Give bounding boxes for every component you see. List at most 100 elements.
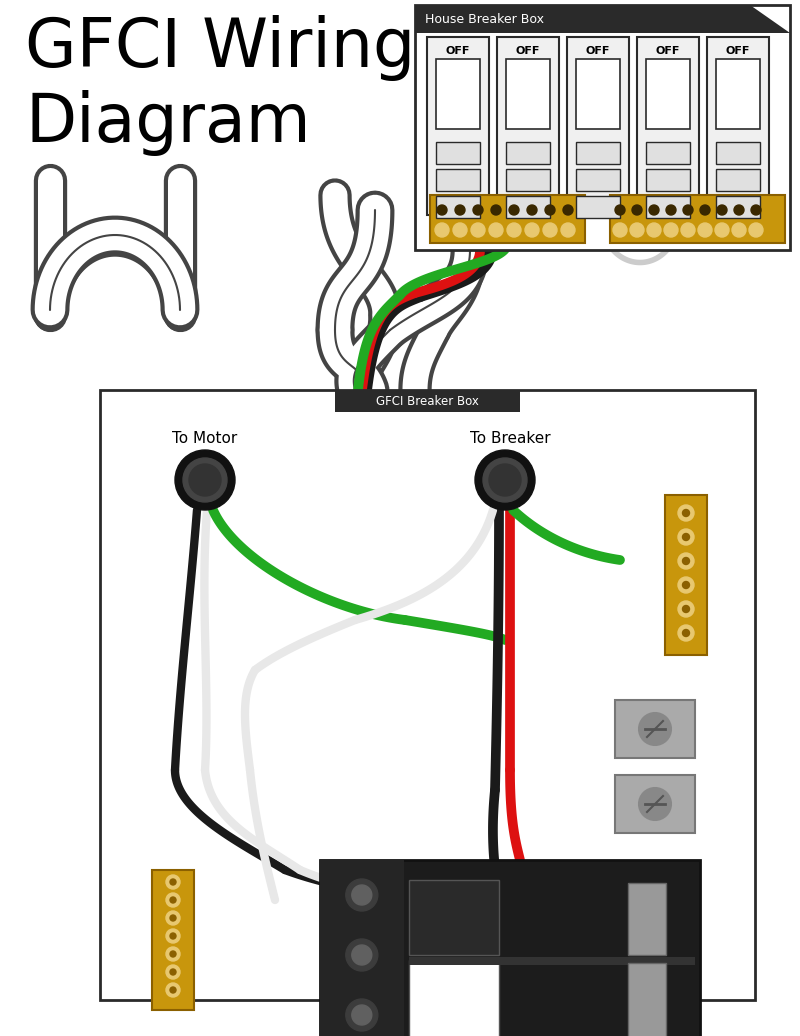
- Bar: [576, 196, 620, 218]
- Circle shape: [166, 947, 180, 961]
- Text: House Breaker Box: House Breaker Box: [425, 12, 544, 26]
- Circle shape: [527, 205, 537, 215]
- Bar: [610, 195, 785, 243]
- Circle shape: [183, 458, 227, 502]
- Circle shape: [170, 969, 176, 975]
- Circle shape: [678, 529, 694, 545]
- Bar: [716, 196, 760, 218]
- Bar: [415, 5, 790, 250]
- Text: ON: ON: [729, 198, 747, 208]
- Bar: [615, 775, 695, 833]
- Circle shape: [666, 205, 676, 215]
- Bar: [430, 195, 585, 243]
- Circle shape: [166, 893, 180, 906]
- Circle shape: [471, 223, 485, 237]
- Circle shape: [545, 205, 555, 215]
- Bar: [646, 142, 690, 164]
- Circle shape: [682, 581, 690, 588]
- Bar: [409, 960, 498, 1036]
- Bar: [506, 142, 550, 164]
- Circle shape: [751, 205, 761, 215]
- Text: GFCI Breaker Box: GFCI Breaker Box: [376, 395, 479, 407]
- Bar: [506, 196, 550, 218]
- Bar: [665, 495, 707, 655]
- Circle shape: [682, 630, 690, 636]
- Circle shape: [613, 223, 627, 237]
- Circle shape: [509, 205, 519, 215]
- Circle shape: [682, 557, 690, 565]
- Circle shape: [170, 897, 176, 903]
- Text: ON: ON: [658, 198, 678, 208]
- Circle shape: [507, 223, 521, 237]
- Circle shape: [678, 601, 694, 617]
- Bar: [436, 169, 480, 191]
- Circle shape: [678, 577, 694, 593]
- Text: ON: ON: [449, 198, 467, 208]
- Bar: [576, 59, 620, 130]
- Circle shape: [543, 223, 557, 237]
- Bar: [100, 390, 755, 1000]
- Bar: [646, 169, 690, 191]
- Text: Diagram: Diagram: [25, 90, 310, 156]
- Circle shape: [166, 929, 180, 943]
- Circle shape: [170, 951, 176, 957]
- Text: GFCI Wiring: GFCI Wiring: [25, 15, 415, 81]
- Bar: [716, 169, 760, 191]
- Circle shape: [678, 625, 694, 641]
- Circle shape: [170, 987, 176, 992]
- Circle shape: [639, 788, 671, 821]
- Bar: [576, 169, 620, 191]
- Circle shape: [715, 223, 729, 237]
- Circle shape: [473, 205, 483, 215]
- Circle shape: [682, 510, 690, 517]
- Circle shape: [166, 965, 180, 979]
- Bar: [427, 37, 489, 215]
- Bar: [707, 37, 769, 215]
- Text: OFF: OFF: [516, 46, 540, 56]
- Circle shape: [630, 223, 644, 237]
- Circle shape: [678, 505, 694, 521]
- Bar: [628, 883, 666, 955]
- Circle shape: [170, 879, 176, 885]
- Bar: [335, 390, 520, 412]
- Circle shape: [678, 553, 694, 569]
- Circle shape: [475, 450, 535, 510]
- Circle shape: [352, 945, 372, 965]
- Bar: [716, 59, 760, 130]
- Circle shape: [698, 223, 712, 237]
- Circle shape: [700, 205, 710, 215]
- Circle shape: [175, 450, 235, 510]
- Bar: [716, 142, 760, 164]
- Bar: [436, 196, 480, 218]
- Bar: [506, 59, 550, 130]
- Bar: [436, 142, 480, 164]
- Bar: [628, 963, 666, 1036]
- Circle shape: [647, 223, 661, 237]
- Bar: [576, 142, 620, 164]
- Circle shape: [189, 464, 221, 496]
- Circle shape: [682, 534, 690, 541]
- Text: OFF: OFF: [726, 46, 750, 56]
- Circle shape: [717, 205, 727, 215]
- Text: OFF: OFF: [446, 46, 470, 56]
- Bar: [615, 700, 695, 758]
- Bar: [320, 860, 700, 1036]
- Bar: [436, 59, 480, 130]
- Circle shape: [632, 205, 642, 215]
- Bar: [506, 169, 550, 191]
- Circle shape: [681, 223, 695, 237]
- Circle shape: [749, 223, 763, 237]
- Circle shape: [352, 1005, 372, 1025]
- Bar: [646, 59, 690, 130]
- Text: ON: ON: [518, 198, 538, 208]
- Circle shape: [435, 223, 449, 237]
- Circle shape: [649, 205, 659, 215]
- Bar: [409, 880, 498, 955]
- Circle shape: [170, 933, 176, 939]
- Circle shape: [639, 713, 671, 745]
- Circle shape: [664, 223, 678, 237]
- Text: To Motor: To Motor: [172, 431, 238, 445]
- Circle shape: [437, 205, 447, 215]
- Bar: [637, 37, 699, 215]
- Bar: [320, 860, 404, 1036]
